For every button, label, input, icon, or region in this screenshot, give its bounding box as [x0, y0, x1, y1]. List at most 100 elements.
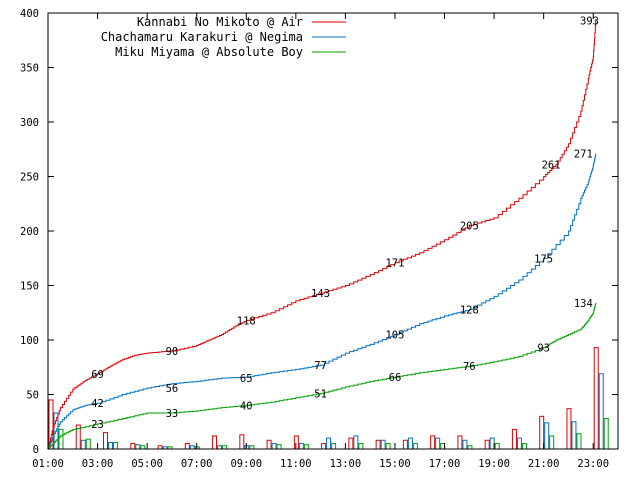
hourly-bar	[603, 417, 609, 450]
point-label: 40	[240, 400, 253, 412]
hourly-bar	[321, 443, 327, 450]
hourly-bar	[303, 444, 309, 450]
hourly-bar	[539, 415, 545, 450]
point-label: 76	[463, 361, 476, 373]
hourly-bar	[184, 443, 190, 450]
hourly-bar	[462, 439, 468, 450]
hourly-bar	[385, 443, 391, 450]
x-tick-label: 07:00	[181, 458, 213, 470]
hourly-bar	[484, 439, 490, 450]
point-label: 393	[580, 16, 599, 28]
hourly-bar	[212, 435, 218, 450]
x-tick-label: 19:00	[478, 458, 510, 470]
plot-frame	[47, 12, 619, 450]
hourly-bar	[511, 428, 517, 450]
hourly-bar	[103, 432, 109, 450]
hourly-bar	[598, 373, 604, 450]
point-label: 23	[91, 419, 104, 431]
point-label: 171	[385, 258, 404, 270]
legend-label-2: Miku Miyama @ Absolute Boy	[115, 45, 303, 59]
point-label: 77	[314, 360, 327, 372]
point-label: 205	[460, 221, 479, 233]
hourly-bar	[430, 435, 436, 450]
hourly-bar	[276, 444, 282, 450]
hourly-bar	[331, 443, 337, 450]
x-tick-label: 17:00	[429, 458, 461, 470]
hourly-bar	[489, 437, 495, 450]
hourly-bar	[402, 439, 408, 450]
hourly-bar	[549, 435, 555, 450]
point-labels: 393 261 205 171 143 118 90 69 271 175 128 105 77 65 56…	[91, 16, 599, 431]
x-tick-label: 23:00	[577, 458, 609, 470]
series-line-1	[48, 153, 597, 450]
hourly-bar	[571, 421, 577, 450]
hourly-bar	[566, 408, 572, 450]
legend-label-0: Kannabi No Mikoto @ Air	[137, 15, 303, 29]
point-label: 261	[542, 160, 561, 172]
legend-label-1: Chachamaru Karakuri @ Negima	[101, 30, 303, 44]
y-tick-label: 200	[20, 226, 39, 238]
hourly-bar	[353, 435, 359, 450]
series-line-2	[48, 302, 597, 450]
hourly-bar	[130, 443, 136, 450]
hourly-bar	[348, 437, 354, 450]
point-label: 69	[91, 369, 104, 381]
y-tick-label: 100	[20, 335, 39, 347]
hourly-bar	[544, 422, 550, 450]
hourly-bar	[516, 437, 522, 450]
point-label: 134	[574, 298, 593, 310]
point-label: 66	[389, 372, 402, 384]
point-label: 175	[534, 253, 553, 265]
hourly-bar	[412, 443, 418, 450]
x-tick-label: 15:00	[379, 458, 411, 470]
hourly-bar	[521, 443, 527, 450]
point-label: 271	[574, 149, 593, 161]
hourly-bar	[271, 443, 277, 450]
hourly-bar	[58, 428, 64, 450]
y-tick-label: 250	[20, 172, 39, 184]
point-label: 128	[460, 304, 479, 316]
y-tick-label: 300	[20, 117, 39, 129]
point-label: 118	[237, 315, 256, 327]
x-tick-label: 01:00	[32, 458, 64, 470]
axes: 0 50 100 150 200 250 300 350 400 01:00 03:00 05:00 0…	[20, 8, 619, 470]
point-label: 56	[166, 383, 179, 395]
y-tick-label: 150	[20, 281, 39, 293]
point-label: 105	[385, 330, 404, 342]
x-tick-label: 21:00	[528, 458, 560, 470]
hourly-bar	[576, 433, 582, 450]
point-label: 143	[311, 288, 330, 300]
hourly-bar	[80, 439, 86, 450]
legend-entry-1: Chachamaru Karakuri @ Negima	[101, 30, 346, 44]
point-label: 51	[314, 388, 327, 400]
series-line-0	[48, 20, 597, 450]
x-tick-label: 03:00	[82, 458, 114, 470]
hourly-bar	[358, 443, 364, 450]
hourly-bar	[380, 439, 386, 450]
hourly-bar	[266, 439, 272, 450]
legend-entry-0: Kannabi No Mikoto @ Air	[137, 15, 346, 29]
hourly-bar	[435, 437, 441, 450]
hourly-bar	[239, 434, 245, 450]
hourly-bar	[457, 435, 463, 450]
y-tick-label: 0	[33, 444, 39, 456]
point-label: 93	[537, 343, 550, 355]
x-tick-label: 05:00	[131, 458, 163, 470]
x-tick-label: 09:00	[230, 458, 262, 470]
hourly-bar	[298, 443, 304, 450]
x-tick-label: 13:00	[330, 458, 362, 470]
y-tick-label: 350	[20, 63, 39, 75]
hourly-bar	[108, 441, 114, 450]
hourly-bar	[326, 437, 332, 450]
hourly-bar	[135, 444, 141, 450]
hourly-bar	[375, 439, 381, 450]
point-label: 90	[166, 346, 179, 358]
y-tick-label: 50	[26, 390, 39, 402]
legend-entry-2: Miku Miyama @ Absolute Boy	[115, 45, 346, 59]
point-label: 33	[166, 408, 179, 420]
hourly-bar	[593, 347, 599, 450]
x-tick-label: 11:00	[280, 458, 312, 470]
point-label: 42	[91, 398, 104, 410]
legend: Kannabi No Mikoto @ Air Chachamaru Karak…	[101, 15, 346, 59]
